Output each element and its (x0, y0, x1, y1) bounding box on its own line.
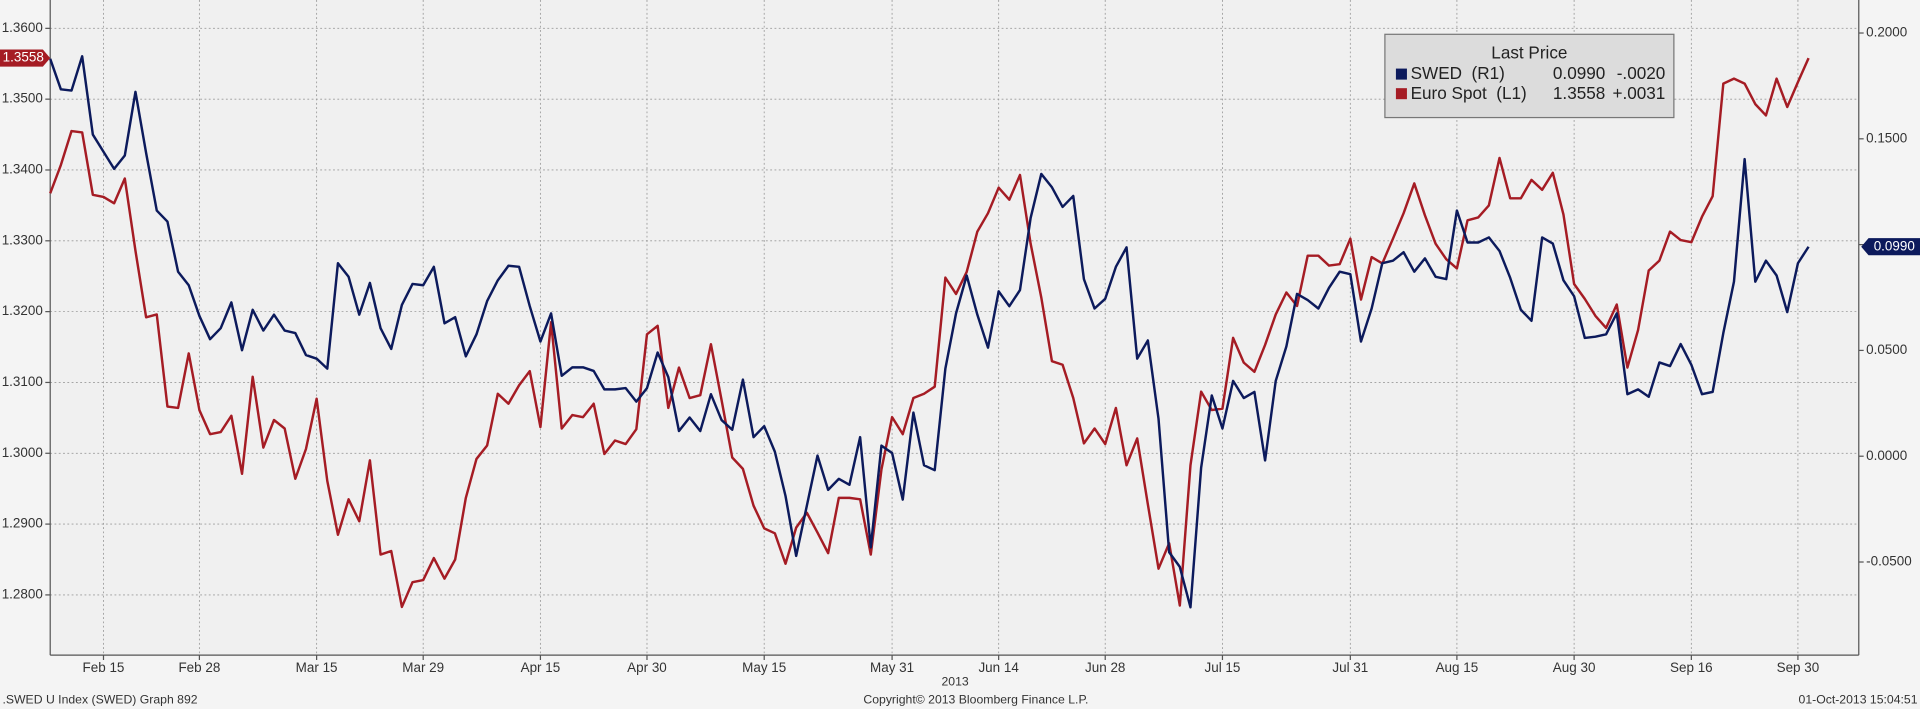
legend-swatch (1395, 88, 1407, 100)
y-tick-label: 1.3500 (2, 91, 43, 106)
last-value-label: 1.3558 (3, 50, 44, 65)
series-line (49, 55, 1810, 609)
last-value-label: 0.0990 (1874, 238, 1915, 253)
y-tick-label: 1.3200 (2, 303, 43, 318)
x-tick-label: May 15 (742, 660, 786, 675)
y-tick-label: 1.2800 (2, 586, 43, 601)
x-tick-label: Jun 28 (1085, 660, 1125, 675)
x-tick-label: Aug 30 (1553, 660, 1596, 675)
legend-change: +.0031 (1612, 83, 1665, 103)
x-tick-label: Sep 16 (1670, 660, 1713, 675)
y2-tick-label: -0.0500 (1866, 554, 1912, 569)
legend-name: SWED (R1) (1411, 63, 1505, 83)
y2-tick-label: 0.2000 (1866, 25, 1907, 40)
legend-swatch (1395, 68, 1407, 80)
x-tick-label: Jul 31 (1332, 660, 1368, 675)
legend-name: Euro Spot (L1) (1411, 83, 1527, 103)
last-value-tag (0, 49, 51, 67)
y2-tick-label: 0.0500 (1866, 342, 1907, 357)
x-tick-label: Feb 28 (178, 660, 220, 675)
x-tick-label: Sep 30 (1777, 660, 1820, 675)
footer-center: Copyright© 2013 Bloomberg Finance L.P. (863, 693, 1088, 707)
footer-right: 01-Oct-2013 15:04:51 (1799, 693, 1918, 707)
y-tick-label: 1.3000 (2, 445, 43, 460)
x-tick-label: Apr 30 (627, 660, 667, 675)
x-tick-label: Feb 15 (83, 660, 125, 675)
x-tick-label: Jun 14 (978, 660, 1019, 675)
y-tick-label: 1.3400 (2, 162, 43, 177)
x-axis-label: 2013 (941, 674, 968, 688)
legend-change: -.0020 (1617, 63, 1666, 83)
x-tick-label: Aug 15 (1436, 660, 1479, 675)
y-tick-label: 1.3300 (2, 232, 43, 247)
y2-tick-label: 0.0000 (1866, 448, 1907, 463)
legend-title: Last Price (1491, 42, 1567, 62)
series-line (49, 57, 1810, 609)
x-tick-label: May 31 (870, 660, 914, 675)
legend-last: 0.0990 (1553, 63, 1605, 83)
last-value-tag (1861, 238, 1920, 256)
y-tick-label: 1.2900 (2, 516, 43, 531)
x-tick-label: Mar 15 (296, 660, 338, 675)
x-tick-label: Jul 15 (1204, 660, 1240, 675)
footer-left: .SWED U Index (SWED) Graph 892 (2, 693, 197, 707)
x-tick-label: Mar 29 (402, 660, 444, 675)
y-tick-label: 1.3600 (2, 20, 43, 35)
y-tick-label: 1.3100 (2, 374, 43, 389)
legend-last: 1.3558 (1553, 83, 1605, 103)
legend-box (1384, 33, 1675, 119)
y2-tick-label: 0.1500 (1866, 130, 1907, 145)
x-tick-label: Apr 15 (521, 660, 561, 675)
